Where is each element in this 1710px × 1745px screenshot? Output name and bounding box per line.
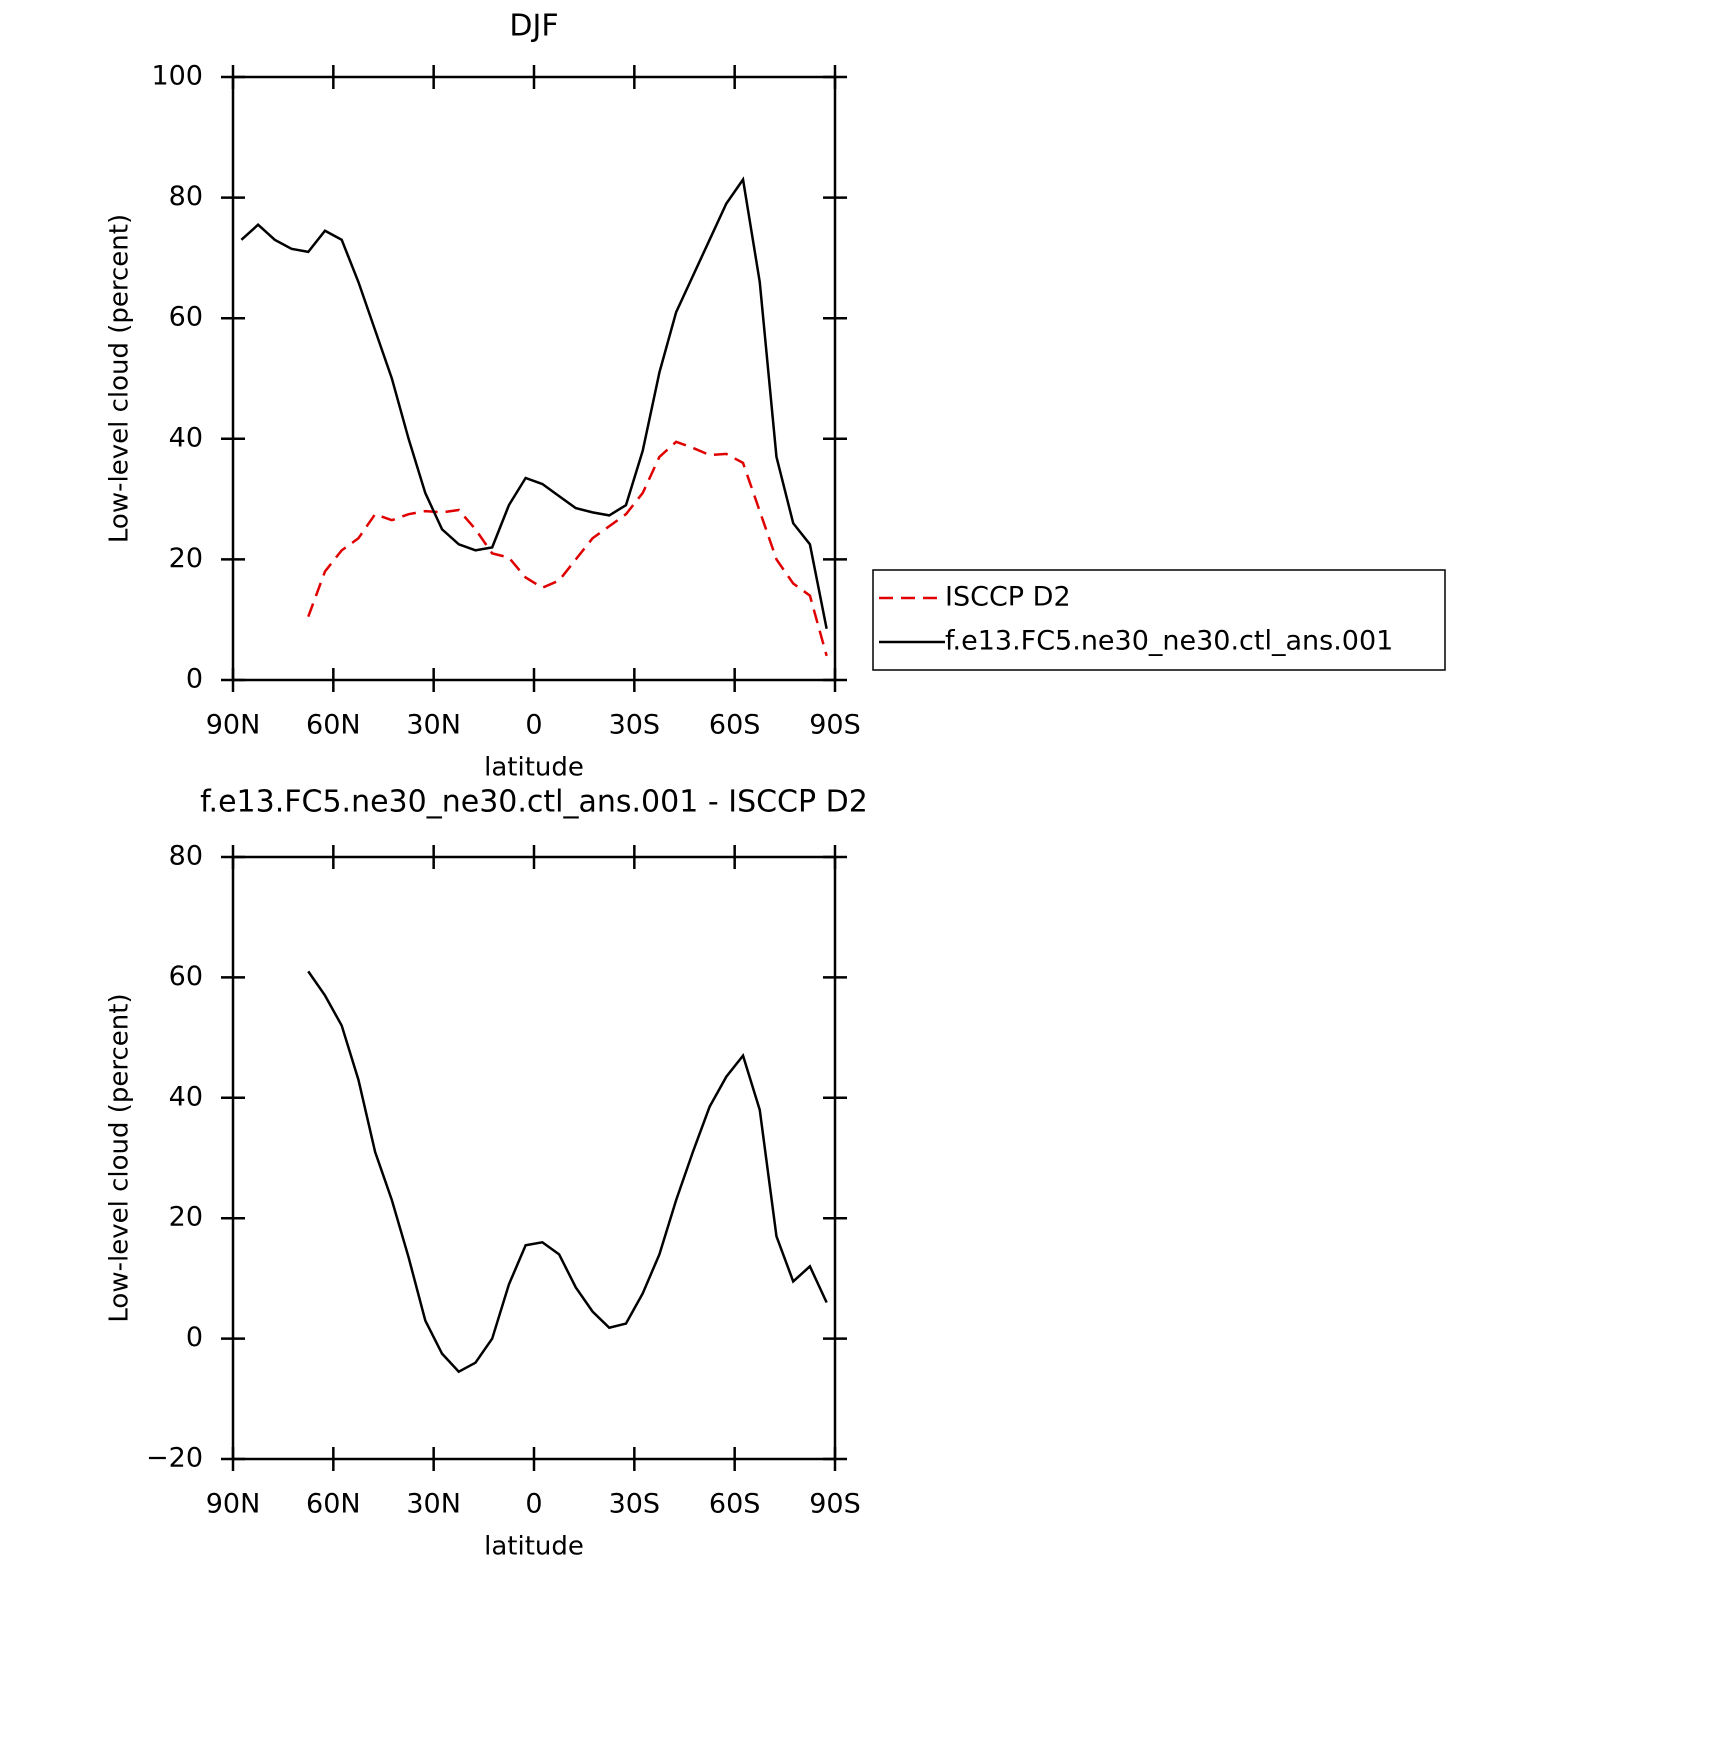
- x-tick-label: 0: [525, 1489, 542, 1520]
- y-tick-label: 80: [169, 181, 203, 212]
- x-axis-label: latitude: [484, 1532, 584, 1562]
- y-tick-label: 80: [169, 841, 203, 872]
- x-tick-label: 30N: [406, 1489, 461, 1520]
- x-tick-label: 30N: [406, 710, 461, 741]
- chart-title: f.e13.FC5.ne30_ne30.ctl_ans.001 - ISCCP …: [200, 785, 868, 820]
- y-tick-label: 20: [169, 1202, 203, 1233]
- x-tick-label: 90N: [206, 1489, 261, 1520]
- y-tick-label: 0: [186, 664, 203, 695]
- chart-title: DJF: [509, 9, 558, 44]
- x-tick-label: 60S: [709, 1489, 761, 1520]
- y-tick-label: −20: [146, 1443, 203, 1474]
- y-tick-label: 60: [169, 302, 203, 333]
- y-tick-label: 60: [169, 961, 203, 992]
- y-axis-label: Low-level cloud (percent): [105, 993, 135, 1322]
- y-tick-label: 100: [151, 61, 203, 92]
- x-tick-label: 30S: [609, 710, 661, 741]
- x-tick-label: 0: [525, 710, 542, 741]
- y-tick-label: 20: [169, 543, 203, 574]
- x-tick-label: 60S: [709, 710, 761, 741]
- data-line: [307, 440, 828, 657]
- y-tick-label: 40: [169, 1081, 203, 1112]
- x-tick-label: 90S: [809, 710, 861, 741]
- y-axis-label: Low-level cloud (percent): [105, 214, 135, 543]
- x-tick-label: 60N: [306, 1489, 361, 1520]
- plot-frame: [231, 855, 837, 1461]
- plot-frame: [231, 75, 837, 682]
- x-tick-label: 30S: [609, 1489, 661, 1520]
- y-tick-label: 40: [169, 422, 203, 453]
- x-tick-label: 90S: [809, 1489, 861, 1520]
- legend-label: ISCCP D2: [945, 582, 1071, 613]
- x-tick-label: 60N: [306, 710, 361, 741]
- data-line: [307, 970, 828, 1374]
- legend-box: [872, 569, 1446, 671]
- legend-label: f.e13.FC5.ne30_ne30.ctl_ans.001: [945, 626, 1393, 657]
- y-tick-label: 0: [186, 1322, 203, 1353]
- x-tick-label: 90N: [206, 710, 261, 741]
- x-axis-label: latitude: [484, 753, 584, 783]
- data-line: [240, 176, 828, 629]
